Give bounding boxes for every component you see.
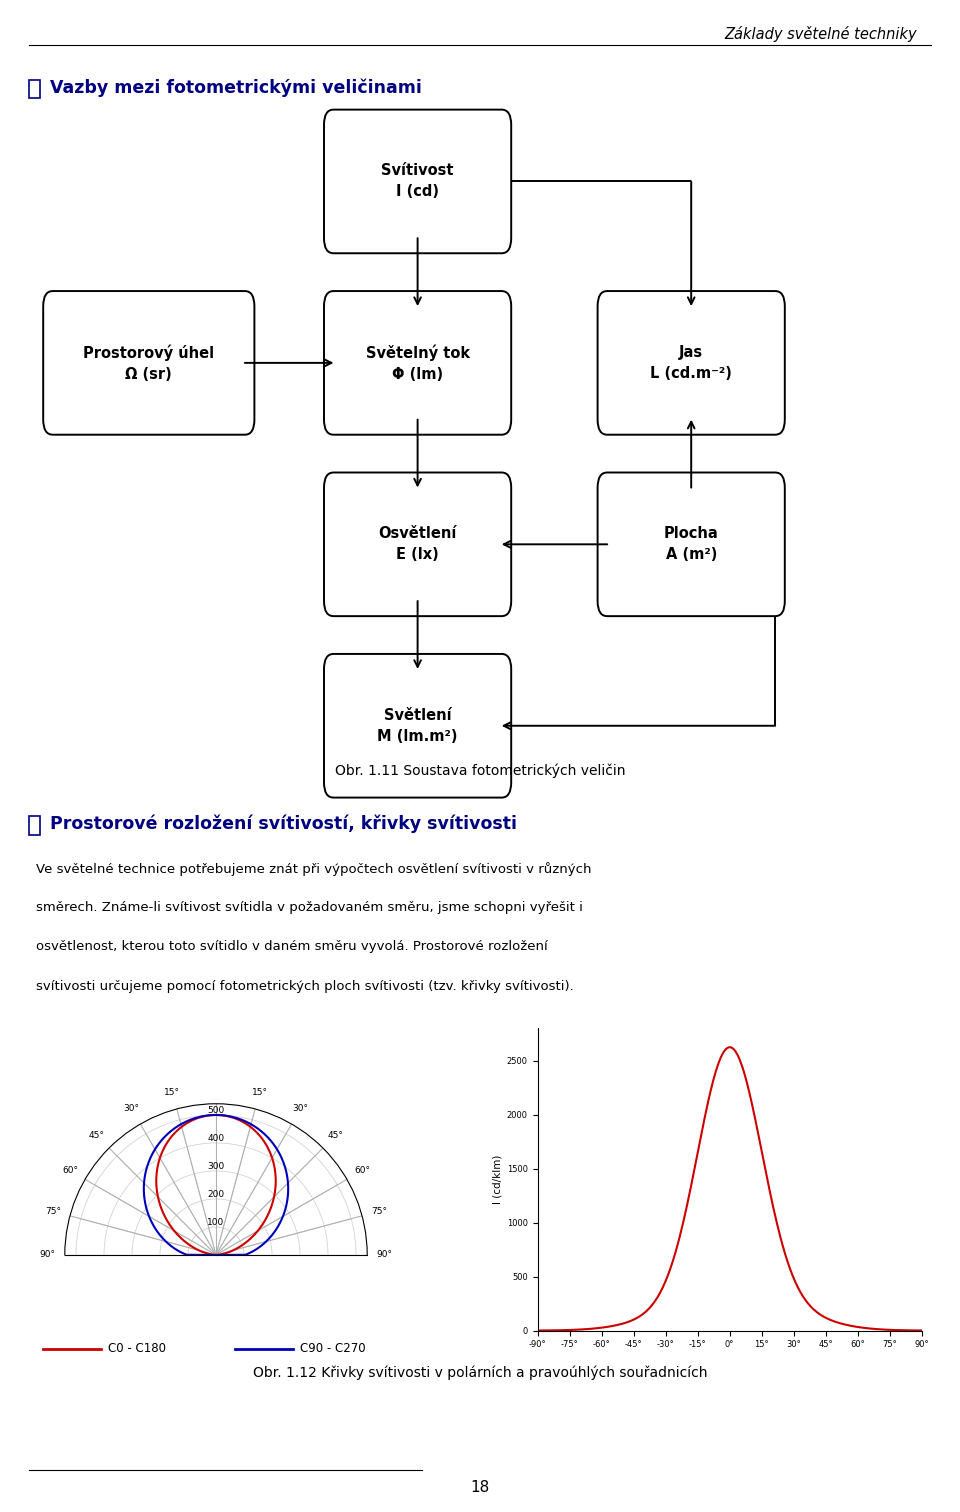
FancyBboxPatch shape (324, 290, 511, 435)
Text: Obr. 1.11 Soustava fotometrických veličin: Obr. 1.11 Soustava fotometrických veliči… (335, 764, 625, 779)
Text: Osvětlení
E (lx): Osvětlení E (lx) (378, 526, 457, 562)
FancyBboxPatch shape (324, 653, 511, 798)
Text: Světlení
M (lm.m²): Světlení M (lm.m²) (377, 708, 458, 744)
FancyBboxPatch shape (597, 290, 784, 435)
FancyBboxPatch shape (43, 290, 254, 435)
Text: 500: 500 (207, 1105, 225, 1114)
Text: Vazby mezi fotometrickými veličinami: Vazby mezi fotometrickými veličinami (50, 79, 421, 97)
Text: osvětlenost, kterou toto svítidlo v daném směru vyvolá. Prostorové rozložení: osvětlenost, kterou toto svítidlo v dané… (36, 940, 548, 954)
Text: 18: 18 (470, 1480, 490, 1495)
Text: 200: 200 (207, 1190, 225, 1199)
Text: svítivosti určujeme pomocí fotometrických ploch svítivosti (tzv. křivky svítivos: svítivosti určujeme pomocí fotometrickýc… (36, 980, 574, 993)
Text: Prostorový úhel
Ω (sr): Prostorový úhel Ω (sr) (84, 345, 214, 381)
FancyBboxPatch shape (324, 472, 511, 617)
Text: C90 - C270: C90 - C270 (300, 1343, 365, 1355)
FancyBboxPatch shape (324, 110, 511, 254)
Text: 100: 100 (207, 1219, 225, 1226)
FancyBboxPatch shape (597, 472, 784, 617)
Text: Svítivost
I (cd): Svítivost I (cd) (381, 163, 454, 200)
Text: směrech. Známe-li svítivost svítidla v požadovaném směru, jsme schopni vyřešit i: směrech. Známe-li svítivost svítidla v p… (36, 901, 584, 915)
Text: 300: 300 (207, 1161, 225, 1170)
Text: Plocha
A (m²): Plocha A (m²) (663, 526, 719, 562)
Text: Světelný tok
Φ (lm): Světelný tok Φ (lm) (366, 345, 469, 381)
Text: C0 - C180: C0 - C180 (108, 1343, 165, 1355)
Bar (29, 816, 40, 835)
Bar (29, 80, 40, 98)
Text: Základy světelné techniky: Základy světelné techniky (724, 26, 917, 42)
Y-axis label: I (cd/klm): I (cd/klm) (492, 1155, 503, 1204)
Text: Jas
L (cd.m⁻²): Jas L (cd.m⁻²) (650, 345, 732, 381)
Text: 400: 400 (207, 1134, 225, 1143)
Text: Obr. 1.12 Křivky svítivosti v polárních a pravoúhlých souřadnicích: Obr. 1.12 Křivky svítivosti v polárních … (252, 1365, 708, 1380)
Text: Ve světelné technice potřebujeme znát při výpočtech osvětlení svítivosti v různý: Ve světelné technice potřebujeme znát př… (36, 862, 592, 875)
Text: Prostorové rozložení svítivostí, křivky svítivosti: Prostorové rozložení svítivostí, křivky … (50, 815, 516, 833)
